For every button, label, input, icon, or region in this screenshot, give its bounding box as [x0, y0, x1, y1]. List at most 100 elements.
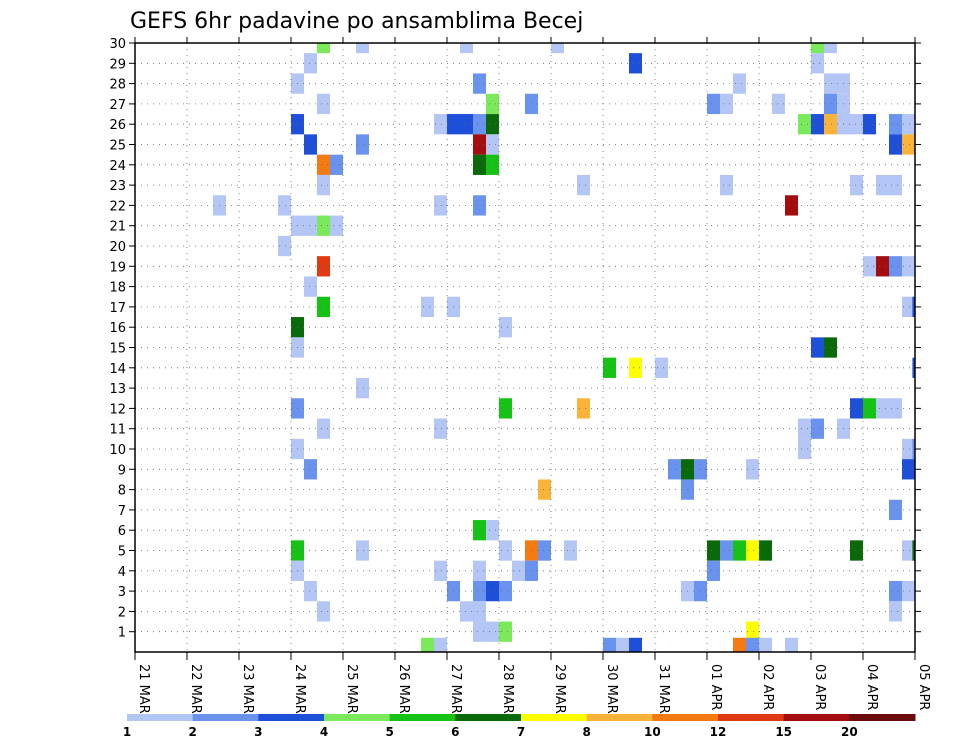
heatmap-cell [603, 637, 616, 652]
heatmap-cell [889, 134, 902, 155]
y-tick-label: 13 [109, 382, 126, 397]
heatmap-cell [889, 580, 902, 602]
heatmap-cell [746, 621, 759, 642]
y-tick-label: 21 [109, 220, 126, 235]
heatmap-cell [356, 540, 369, 561]
heatmap-cell [629, 637, 642, 652]
heatmap-cell [824, 43, 837, 54]
heatmap-cell [668, 459, 681, 480]
heatmap-cell [317, 154, 330, 175]
colorbar-label: 6 [451, 725, 459, 739]
x-tick-label: 31 MAR [656, 664, 671, 714]
y-tick-label: 14 [109, 362, 126, 377]
heatmap-cell [356, 134, 369, 155]
colorbar-legend: 1 2 3 4 5 6 7 8 10 12 15 20 [123, 714, 916, 739]
heatmap-cell [616, 637, 629, 652]
y-tick-label: 7 [118, 504, 126, 519]
x-tick-label: 21 MAR [136, 664, 151, 714]
heatmap-cell [460, 43, 473, 54]
heatmap-cell [304, 134, 317, 155]
x-tick-label: 30 MAR [604, 664, 619, 714]
x-tick-label: 23 MAR [240, 664, 255, 714]
heatmap-cell [746, 637, 759, 652]
colorbar-label: 10 [644, 725, 661, 739]
x-tick-label: 25 MAR [344, 664, 359, 714]
heatmap-cell [330, 215, 343, 236]
y-tick-label: 20 [109, 240, 126, 255]
heatmap-cell [317, 215, 330, 236]
x-tick-label: 02 APR [760, 664, 775, 710]
heatmap-cell [694, 580, 707, 602]
heatmap-cell [486, 93, 499, 115]
colorbar-label: 15 [775, 725, 792, 739]
heatmap-cell [304, 459, 317, 480]
heatmap-cell [434, 560, 447, 581]
heatmap-cell [902, 459, 915, 480]
heatmap-cell [538, 479, 551, 500]
heatmap-cell [798, 438, 811, 460]
heatmap-cell [473, 134, 486, 155]
heatmap-cell [304, 215, 317, 236]
colorbar-segment [586, 714, 653, 721]
heatmap-cell [434, 418, 447, 439]
heatmap-cell [434, 114, 447, 135]
heatmap-cell [421, 637, 434, 652]
y-tick-label: 9 [118, 463, 126, 478]
heatmap-cell [902, 256, 915, 277]
heatmap-cell [473, 73, 486, 94]
heatmap-cell [720, 540, 733, 561]
heatmap-cell [356, 43, 369, 54]
heatmap-cell [902, 580, 915, 602]
y-tick-label: 12 [109, 402, 126, 417]
x-tick-label: 29 MAR [552, 664, 567, 714]
y-tick-label: 2 [118, 605, 126, 620]
heatmap-cell [902, 540, 915, 561]
y-tick-label: 1 [118, 626, 126, 641]
heatmap-cell [798, 114, 811, 135]
heatmap-cell [733, 637, 746, 652]
colorbar-segment [192, 714, 259, 721]
colorbar-segment [849, 714, 916, 721]
y-tick-label: 30 [109, 37, 126, 52]
heatmap-cell [824, 93, 837, 115]
chart-title: GEFS 6hr padavine po ansamblima Becej [130, 9, 583, 34]
heatmap-cell [889, 398, 902, 419]
colorbar-label: 20 [841, 725, 858, 739]
heatmap-cell [889, 114, 902, 135]
colorbar-segment [324, 714, 391, 721]
heatmap-cell [902, 134, 915, 155]
heatmap-cell [850, 540, 863, 561]
x-tick-label: 22 MAR [188, 664, 203, 714]
heatmap-cell [759, 637, 772, 652]
heatmap-cell [850, 398, 863, 419]
heatmap-cell [317, 43, 330, 54]
heatmap-cell [876, 256, 889, 277]
y-tick-label: 29 [109, 57, 126, 72]
heatmap-cell [434, 637, 447, 652]
heatmap-cell [912, 438, 915, 460]
heatmap-cell [785, 637, 798, 652]
heatmap-cell [772, 93, 785, 115]
heatmap-cell [889, 174, 902, 196]
colorbar-segment [718, 714, 785, 721]
colorbar-segment [455, 714, 522, 721]
heatmap-cell [733, 540, 746, 561]
y-tick-label: 6 [118, 524, 126, 539]
y-tick-label: 11 [109, 423, 126, 438]
heatmap-cell [707, 93, 720, 115]
heatmap-cell [473, 621, 486, 642]
colorbar-label: 4 [320, 725, 328, 739]
x-axis-ticks: 21 MAR 22 MAR 23 MAR 24 MAR 25 MAR 26 MAR 27 M… [134, 37, 931, 714]
heatmap-cell [811, 418, 824, 439]
y-tick-label: 4 [118, 565, 126, 580]
heatmap-cell [811, 114, 824, 135]
heatmap-cell [499, 540, 512, 561]
heatmap-cell [629, 53, 642, 74]
heatmap-cell [629, 357, 642, 378]
heatmap-cell [902, 114, 915, 135]
heatmap-cell [460, 114, 473, 135]
heatmap-cell [863, 256, 876, 277]
colorbar-segment [127, 714, 194, 721]
colorbar-segment [783, 714, 850, 721]
